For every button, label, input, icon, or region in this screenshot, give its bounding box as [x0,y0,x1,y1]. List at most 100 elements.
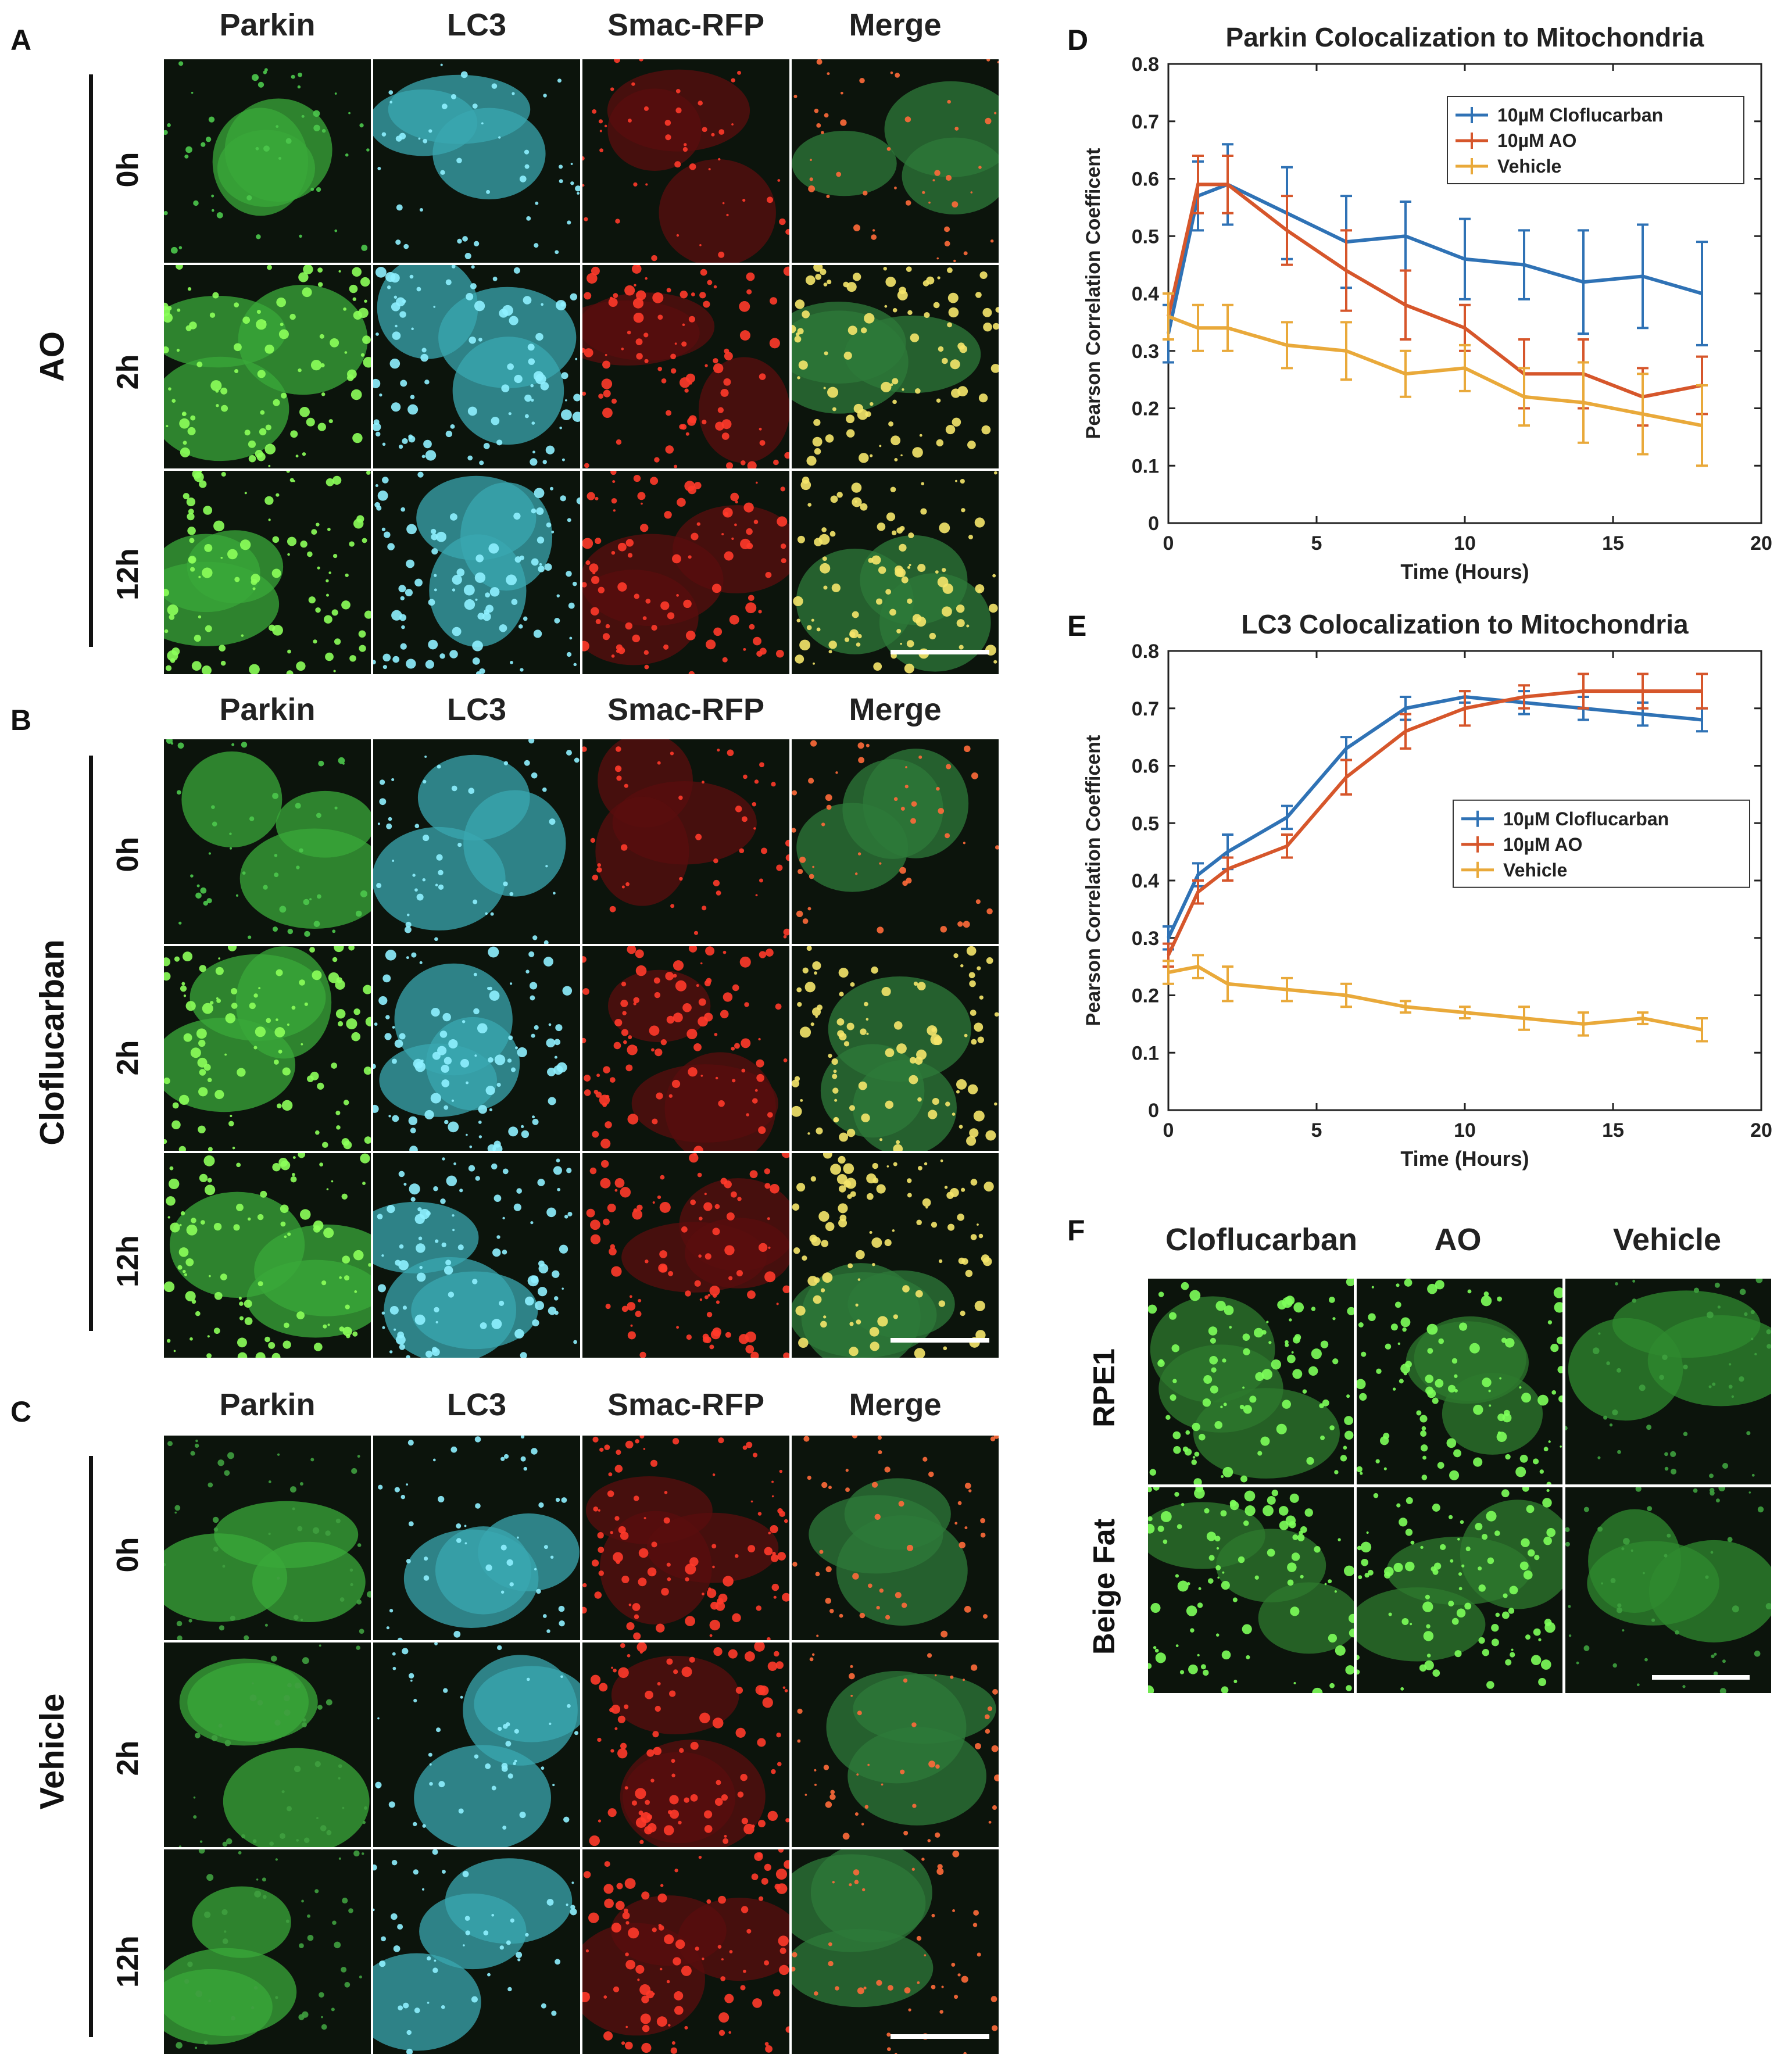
data-point [1345,747,1347,750]
y-tick-label: 0.3 [1132,341,1159,363]
tile-f-r1-c2 [1565,1487,1771,1693]
panel-letter-e: E [1067,610,1087,642]
col-header-lc3: LC3 [446,692,506,727]
data-point [1404,730,1407,733]
data-point [1404,303,1407,306]
col-header-parkin: Parkin [219,692,316,727]
row-label-2h: 2h [111,354,145,390]
data-point [1523,696,1525,698]
scale-bar [891,650,989,654]
series-line-0 [1167,182,1703,334]
y-tick-label: 0 [1148,513,1159,535]
data-point [1167,315,1170,318]
tile-cloflucarban-r0-c3 [792,739,999,944]
tile-ao-r2-c1 [373,471,580,674]
y-tick-label: 0.8 [1132,640,1159,663]
series-line-2 [1167,314,1703,428]
chart-lc3-colocalization: LC3 Colocalization to Mitochondria 0 5 10 15… [1082,609,1772,1171]
f-row-label-beige-fat: Beige Fat [1088,1518,1121,1655]
legend-box [1447,96,1744,184]
group-bar-c [89,1456,93,2037]
data-point [1404,373,1407,375]
tile-cloflucarban-r0-c1 [373,739,580,944]
data-point [1345,269,1347,272]
data-point [1523,263,1525,266]
tile-f-r1-c0 [1148,1487,1354,1693]
tile-f-r1-c1 [1357,1487,1562,1693]
y-axis-label: Pearson Correlation Coefficent [1082,735,1104,1026]
y-tick-label: 0.7 [1132,111,1159,133]
data-point [1167,954,1170,957]
data-point [1226,327,1229,330]
chart-title: LC3 Colocalization to Mitochondria [1241,609,1689,639]
micrograph-grid-ao [164,59,1003,675]
group-label-vehicle: Vehicle [33,1693,71,1810]
row-label-12h: 12h [111,1935,145,1988]
col-header-smac-rfp: Smac-RFP [607,1387,765,1422]
data-point [1642,275,1644,278]
panel-letter-c: C [10,1395,32,1428]
tile-vehicle-r0-c1 [373,1436,580,1640]
data-point [1197,327,1199,330]
y-tick-label: 0.2 [1132,985,1159,1007]
tile-ao-r0-c1 [373,59,580,263]
col-header-smac-rfp: Smac-RFP [607,8,765,42]
x-tick-label: 20 [1750,532,1772,554]
x-tick-label: 20 [1750,1119,1772,1141]
data-point [1701,718,1703,721]
data-point [1582,401,1585,404]
tile-vehicle-r2-c0 [164,1849,371,2054]
y-tick-label: 0.4 [1132,870,1159,892]
tile-ao-r2-c0 [164,471,371,674]
col-header-merge: Merge [849,8,942,42]
data-point [1464,327,1466,330]
group-label-cloflucarban: Cloflucarban [33,939,71,1146]
data-point [1642,413,1644,416]
col-header-merge: Merge [849,692,942,727]
data-point [1197,965,1199,968]
group-bar-a [89,74,93,647]
y-tick-label: 0.5 [1132,813,1159,835]
legend-label: 10µM Cloflucarban [1503,808,1669,829]
group-bar-b [89,756,93,1331]
data-point [1701,690,1703,693]
tile-cloflucarban-r0-c2 [582,739,789,944]
row-label-0h: 0h [111,836,145,872]
tile-ao-r1-c3 [792,265,999,468]
f-col-header-vehicle: Vehicle [1612,1222,1722,1257]
legend-label: Vehicle [1497,156,1561,177]
y-tick-label: 0 [1148,1100,1159,1122]
tile-vehicle-r0-c2 [582,1436,789,1640]
y-tick-label: 0.6 [1132,169,1159,191]
data-point [1226,982,1229,985]
row-label-2h: 2h [111,1040,145,1076]
x-axis-label: Time (Hours) [1400,560,1529,584]
f-col-header-ao: AO [1434,1222,1482,1257]
f-row-label-rpe1: RPE1 [1088,1348,1121,1427]
micrograph-grid-cloflucarban [164,739,1003,1361]
f-col-header-cloflucarban: Cloflucarban [1165,1222,1358,1257]
scale-bar [891,2034,989,2039]
data-point [1464,367,1466,370]
col-header-smac-rfp: Smac-RFP [607,692,765,727]
series-line-2 [1168,964,1703,1032]
tile-ao-r1-c0 [164,265,371,468]
tile-ao-r1-c1 [373,265,580,468]
data-point [1701,292,1703,295]
micrograph-grid-f [1148,1279,1771,1693]
y-tick-label: 0.1 [1132,1042,1159,1064]
tile-f-r0-c2 [1565,1279,1771,1484]
tile-ao-r2-c3 [792,471,999,674]
tile-vehicle-r0-c3 [792,1436,999,1640]
y-tick-label: 0.8 [1132,53,1159,76]
data-point [1701,1028,1703,1031]
data-point [1286,343,1288,346]
data-point [1404,1005,1407,1008]
col-header-lc3: LC3 [446,8,506,42]
tile-ao-r2-c2 [582,471,789,674]
data-point [1197,890,1199,893]
x-tick-label: 0 [1163,1119,1174,1141]
y-axis-label: Pearson Correlation Coefficent [1082,148,1104,439]
tile-vehicle-r0-c0 [164,1436,371,1640]
col-header-merge: Merge [849,1387,942,1422]
